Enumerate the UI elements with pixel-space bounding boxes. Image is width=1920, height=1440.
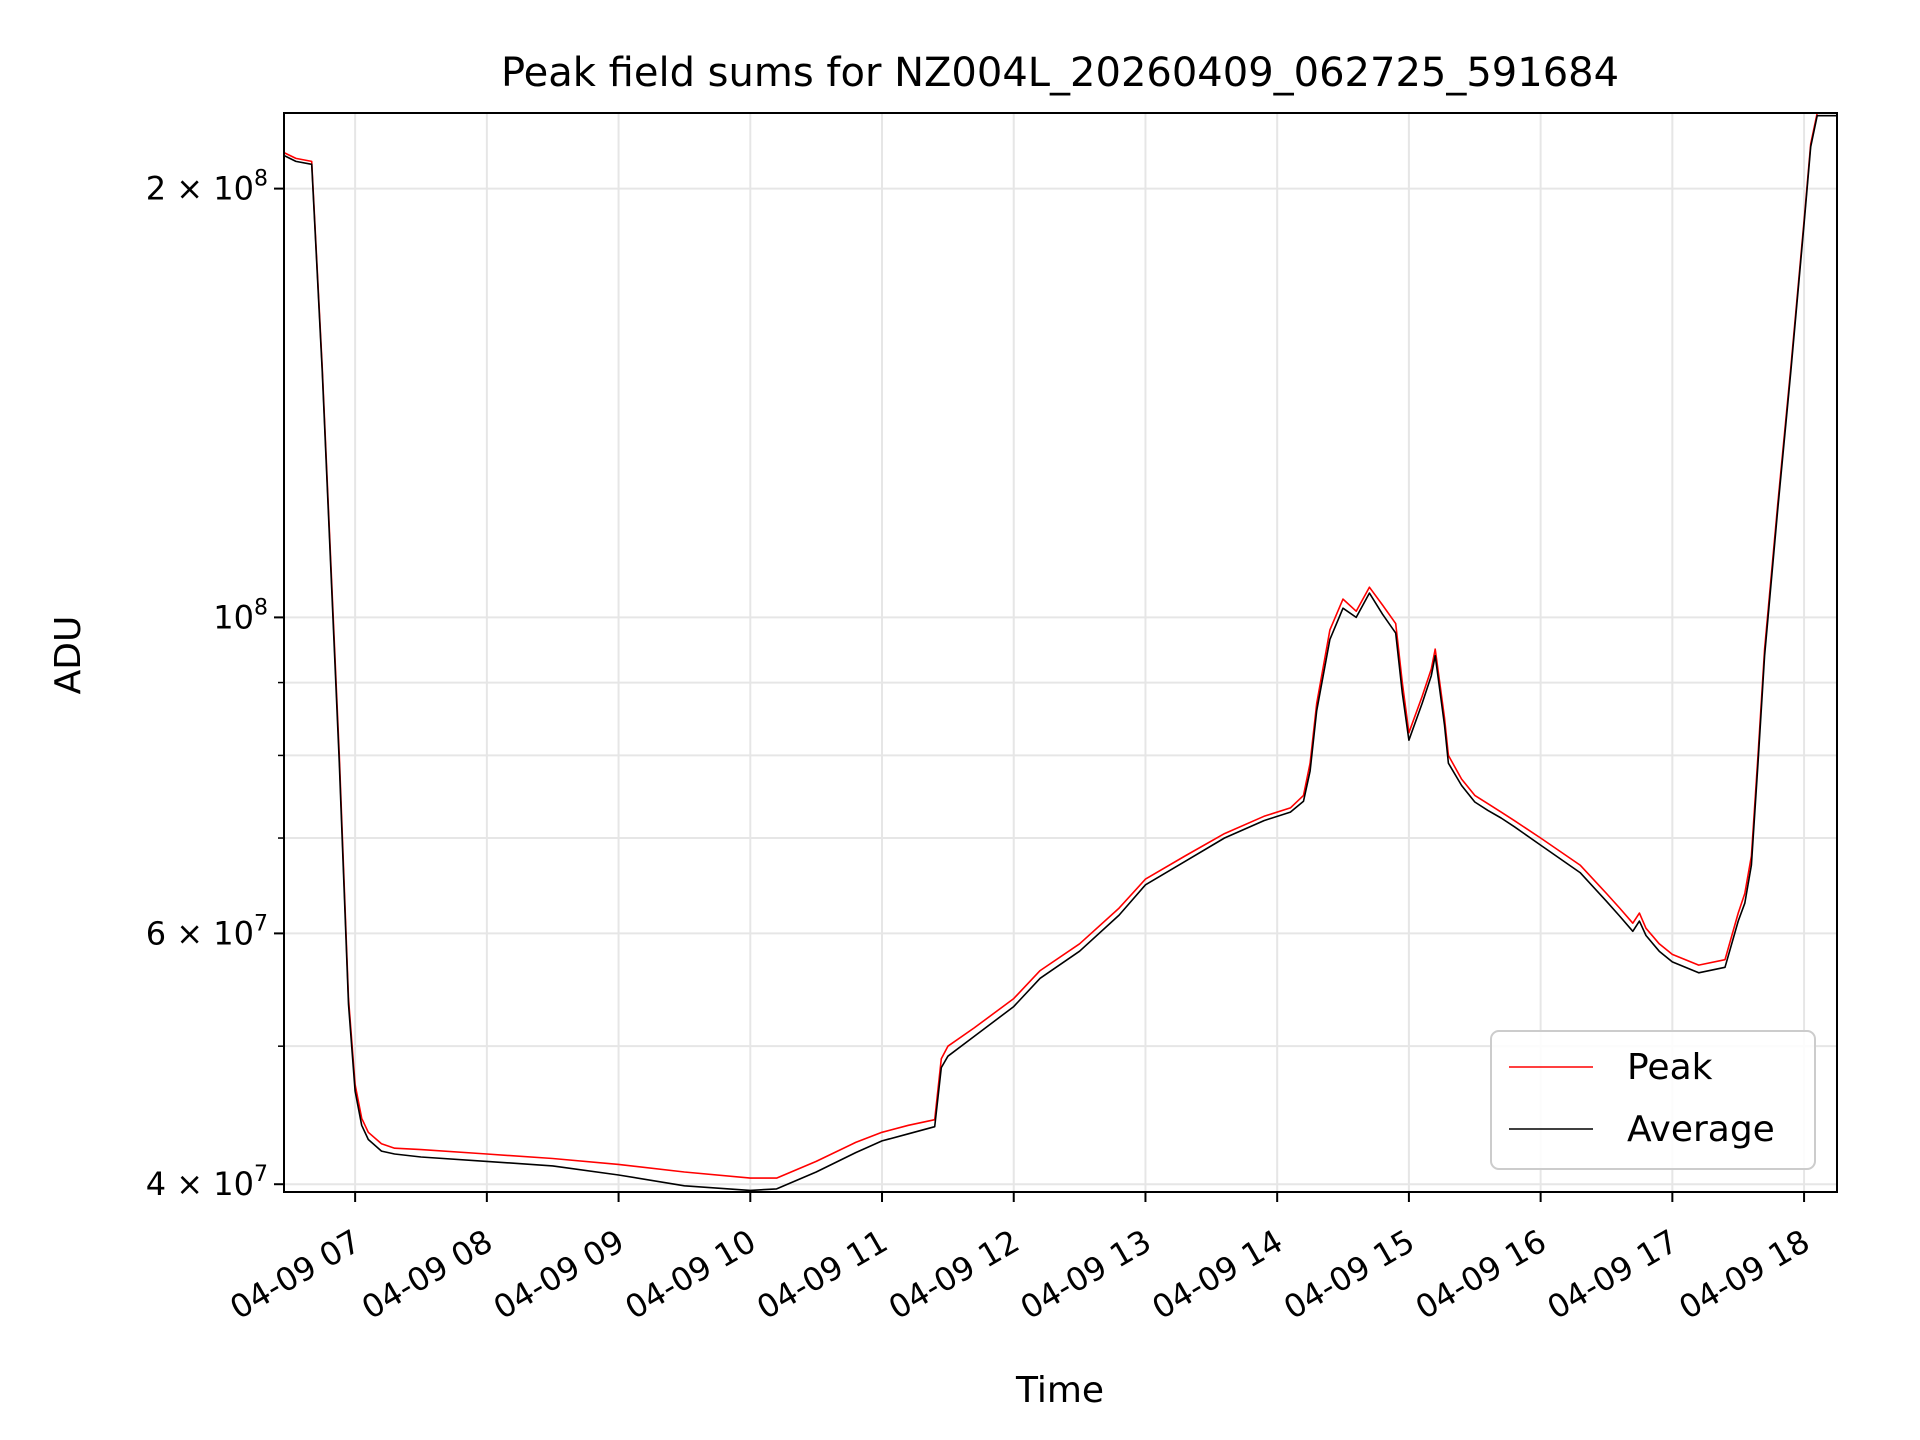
legend-label-peak: Peak (1627, 1047, 1713, 1088)
chart-title: Peak field sums for NZ004L_20260409_0627… (501, 50, 1619, 96)
y-tick-label: 2 × 108 (146, 167, 268, 208)
series-line-average (283, 114, 1837, 1192)
grid (284, 113, 1837, 1192)
legend: Peak Average (1490, 1030, 1816, 1170)
series-layer (283, 112, 1837, 1192)
y-axis-label: ADU (48, 616, 89, 695)
y-tick-label: 6 × 107 (146, 911, 268, 952)
legend-box (1490, 1030, 1816, 1170)
series-line-peak (283, 112, 1837, 1179)
y-tick-label: 108 (213, 595, 268, 636)
plot-frame (283, 112, 1838, 1193)
y-tick-label: 4 × 107 (146, 1162, 268, 1203)
legend-label-average: Average (1627, 1109, 1775, 1150)
y-axis: 4 × 107 6 × 107 108 2 × 108 (146, 167, 284, 1203)
x-axis-label: Time (1015, 1370, 1104, 1411)
